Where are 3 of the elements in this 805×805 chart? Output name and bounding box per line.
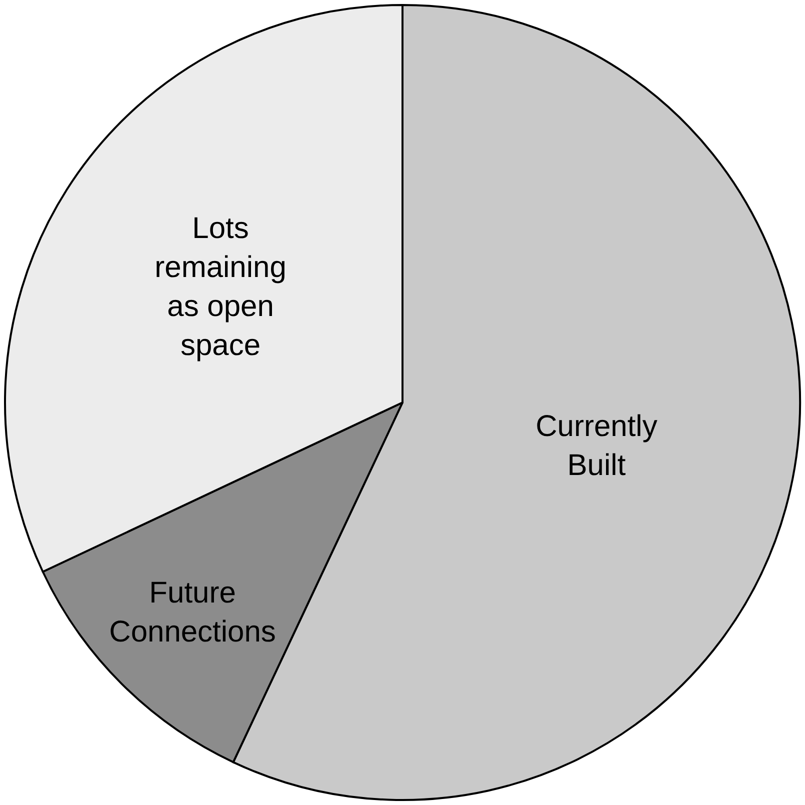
slice-label: Lots remaining as open space xyxy=(154,212,286,362)
slice-label: Currently Built xyxy=(536,410,658,482)
slice-label: Future Connections xyxy=(109,576,276,648)
